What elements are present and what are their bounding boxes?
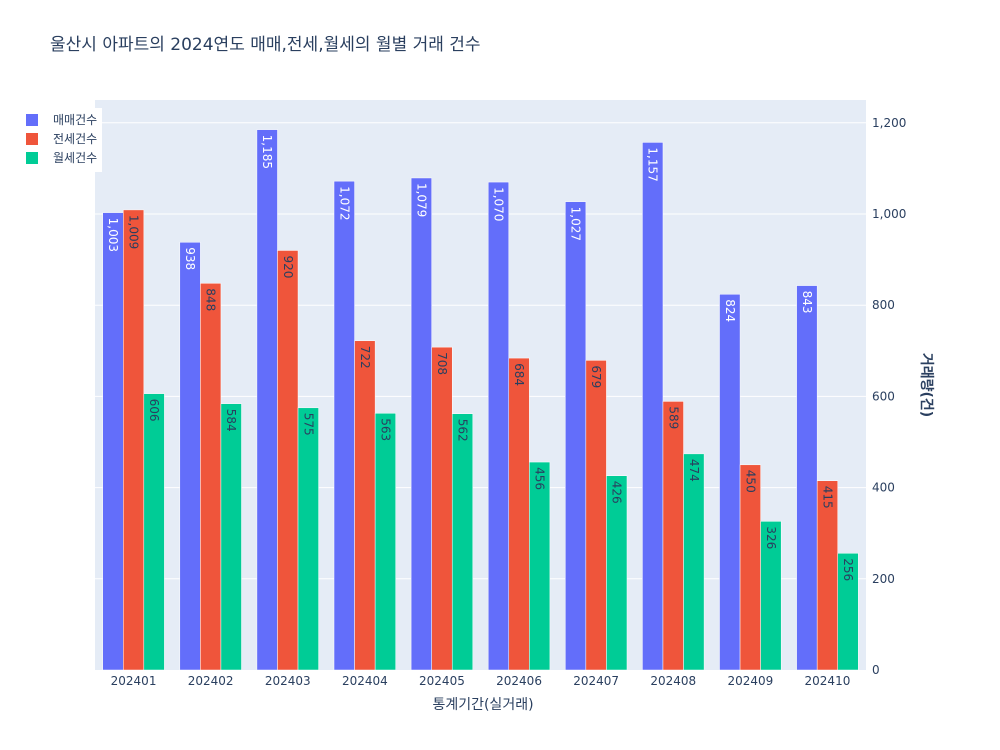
bar-value-label: 1,003 [106,218,120,252]
bar [760,521,782,671]
bar [220,403,242,671]
bar-value-label: 1,027 [569,207,583,241]
x-tick-label: 202407 [573,674,619,688]
bar [431,346,453,671]
bar [333,180,355,671]
y-tick-label: 800 [872,298,895,312]
bar-value-label: 575 [301,413,315,436]
bar [179,242,201,671]
x-tick-label: 202404 [342,674,388,688]
y-tick-label: 200 [872,572,895,586]
bar [816,480,838,671]
x-tick-label: 202408 [650,674,696,688]
bar-value-label: 1,185 [260,135,274,169]
bar [585,360,607,671]
bar [796,285,818,671]
bar [642,142,664,671]
x-tick-label: 202405 [419,674,465,688]
bar [256,129,278,671]
y-tick-label: 600 [872,389,895,403]
bar-value-label: 708 [435,352,449,375]
bar [529,461,551,671]
legend-swatch [26,133,38,145]
y-tick-label: 1,200 [872,116,906,130]
legend-entry: 월세건수 [53,151,97,165]
bar [739,464,761,671]
x-axis: 202401 202402 202403 202404 202405 202406 2024… [111,674,851,688]
bar [683,453,705,671]
x-tick-label: 202410 [805,674,851,688]
y-tick-label: 0 [872,663,880,677]
bar-value-label: 589 [666,406,680,429]
bar-value-label: 456 [533,467,547,490]
bar-value-label: 684 [512,363,526,386]
bar [837,553,859,671]
y-axis-title: 거래량(건) [918,353,935,417]
bar [451,413,474,671]
bar-value-label: 474 [687,459,701,482]
bar-value-label: 938 [183,247,197,270]
bars [102,129,859,671]
bar [487,181,510,671]
bar-value-label: 824 [723,299,737,322]
bar-value-label: 426 [610,481,624,504]
y-tick-label: 1,000 [872,207,906,221]
bar [719,294,741,671]
x-tick-label: 202402 [188,674,234,688]
legend-entry: 전세건수 [53,132,97,146]
bar [662,401,684,671]
bar-value-label: 1,072 [337,186,351,220]
bar [297,407,319,671]
x-tick-label: 202401 [111,674,157,688]
legend-swatch [26,114,38,126]
bar-value-label: 563 [378,418,392,441]
bar-value-label: 606 [147,399,161,422]
bar-value-label: 256 [841,558,855,581]
bar [200,283,222,671]
bar [143,393,165,671]
bar [410,177,432,671]
y-axis: 0 200 400 600 800 1,000 1,200 [872,116,906,677]
chart-title: 울산시 아파트의 2024연도 매매,전세,월세의 월별 거래 건수 [50,35,481,55]
bar [508,357,530,671]
bar-labels: 1,003 1,009 606 938 848 584 1,185 920 575 1,072 72… [106,135,855,582]
bar-value-label: 1,009 [127,215,141,249]
bar [606,475,628,671]
bar [277,250,299,671]
bar [374,413,396,671]
legend-entry: 매매건수 [53,113,97,127]
bar-value-label: 1,079 [414,183,428,217]
x-axis-title: 통계기간(실거래) [432,697,533,713]
bar-value-label: 722 [358,346,372,369]
bar-value-label: 584 [224,409,238,432]
bar [102,212,124,671]
bar-value-label: 1,157 [646,147,660,181]
legend-swatch [26,152,38,164]
bar [123,209,145,671]
y-tick-label: 400 [872,481,895,495]
bar-value-label: 679 [589,365,603,388]
bar-value-label: 848 [204,288,218,311]
bar-value-label: 562 [456,419,470,442]
x-tick-label: 202406 [496,674,542,688]
bar [565,201,587,671]
bar-value-label: 843 [800,291,814,314]
bar-value-label: 1,070 [491,187,505,221]
bar-value-label: 326 [764,526,778,549]
bar-value-label: 450 [743,470,757,493]
x-tick-label: 202403 [265,674,311,688]
x-tick-label: 202409 [727,674,773,688]
bar [354,340,376,671]
bar-value-label: 415 [820,486,834,509]
bar-value-label: 920 [281,255,295,278]
